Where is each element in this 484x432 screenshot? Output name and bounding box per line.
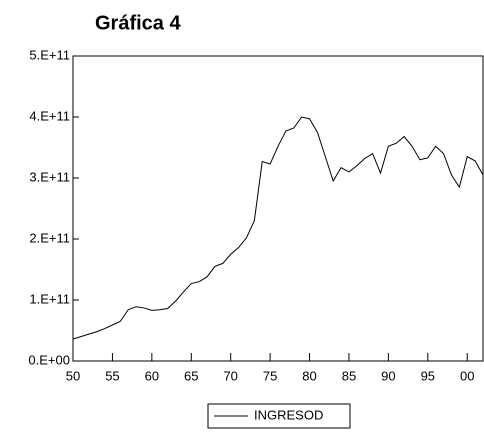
x-tick-label: 50 [66,368,80,383]
x-tick-label: 55 [105,368,119,383]
x-tick-label: 65 [184,368,198,383]
y-tick-label: 1.E+11 [29,291,70,306]
y-tick-label: 2.E+11 [29,230,70,245]
x-tick-label: 85 [342,368,356,383]
plot-frame [72,55,484,362]
x-tick-label: 75 [263,368,277,383]
x-tick-label: 70 [223,368,237,383]
legend-box [207,403,351,429]
x-tick-label: 95 [421,368,435,383]
x-tick-label: 00 [460,368,474,383]
x-tick-label: 80 [302,368,316,383]
y-tick-label: 0.E+00 [28,352,70,367]
x-tick-label: 90 [381,368,395,383]
y-tick-label: 4.E+11 [29,108,70,123]
x-tick-label: 60 [145,368,159,383]
y-tick-label: 5.E+11 [29,47,70,62]
chart-title: Gráfica 4 [95,12,181,34]
y-tick-label: 3.E+11 [29,169,70,184]
data-line [72,116,484,340]
legend-label: INGRESOD [254,407,323,422]
